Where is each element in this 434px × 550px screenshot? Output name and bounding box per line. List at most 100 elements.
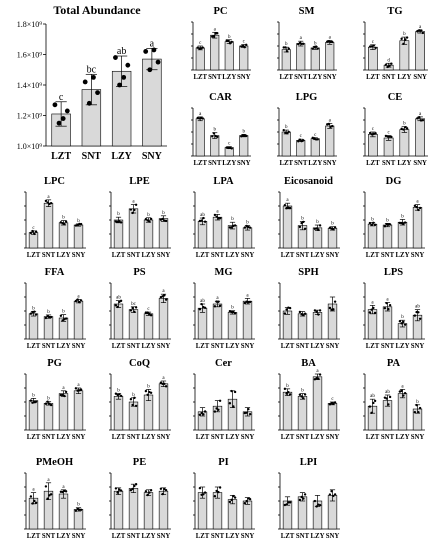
pc-data-point (216, 31, 219, 35)
chart-panel-lpa: LPA ab LZT a SNT b LZY b SNY (193, 176, 255, 259)
dg-data-point (368, 221, 372, 225)
pa-data-point (403, 391, 407, 395)
lpe-data-point (134, 203, 138, 206)
ffa-title: FFA (45, 267, 65, 278)
tg-data-point (421, 31, 425, 35)
sm-significance-letter: b (285, 42, 288, 47)
total-abundance-data-point (64, 108, 70, 114)
lpg-category-label: SNY (323, 160, 337, 167)
lpg-data-point (282, 128, 285, 132)
ce-category-label: LZT (366, 160, 380, 167)
lpe-title: LPE (129, 176, 149, 187)
chart-panel-lpc: LPC c LZT a SNT b LZY b SNY (24, 176, 86, 259)
ba-significance-letter: b (286, 384, 289, 389)
lpc-bar-lzt (28, 232, 39, 249)
lpc-data-point (46, 201, 49, 204)
pa-data-point (400, 389, 403, 393)
ba-category-label: SNY (326, 434, 340, 441)
lpg-category-label: SNT (294, 160, 308, 167)
mg-data-point (232, 310, 235, 314)
pg-title: PG (47, 358, 62, 369)
pmeoh-data-point (31, 502, 34, 505)
lpe-data-point (133, 208, 136, 212)
lpg-bar-sny (325, 125, 335, 157)
sm-category-label: SNT (294, 74, 308, 81)
pg-data-point (44, 402, 48, 405)
pg-data-point (46, 400, 49, 403)
car-significance-letter: b (214, 128, 217, 133)
chart-panel-pa: PA ab LZT ab SNT a LZY b SNY (363, 358, 425, 441)
lpi-data-point (300, 495, 303, 499)
pe-category-label: LZY (142, 533, 156, 540)
lpg-significance-letter: c (314, 133, 317, 138)
pi-data-point (232, 494, 235, 498)
mg-bar-sny (242, 300, 253, 340)
tg-bar-sny (415, 31, 425, 71)
lpe-bar-lzy (143, 219, 154, 249)
ffa-category-label: LZT (27, 343, 41, 350)
mg-bar-lzt (197, 307, 208, 340)
lpc-data-point (34, 230, 38, 233)
coq-data-point (129, 398, 133, 401)
lps-data-point (398, 320, 402, 323)
pmeoh-bar-lzy (58, 493, 69, 530)
eicosanoid-category-label: SNY (326, 252, 340, 259)
pg-data-point (74, 387, 78, 390)
tg-data-point (402, 42, 405, 46)
sph-data-point (303, 312, 307, 315)
ffa-bar-lzt (28, 313, 39, 340)
pmeoh-category-label: SNT (42, 533, 56, 540)
lpe-category-label: SNT (127, 252, 141, 259)
lpi-category-label: SNT (296, 533, 310, 540)
cer-data-point (233, 390, 237, 394)
chart-panel-ce: CE c LZT c SNT b LZY a SNY (363, 92, 428, 167)
pi-data-point (202, 493, 205, 496)
lpe-data-point (164, 219, 168, 223)
pg-significance-letter: a (77, 383, 80, 388)
ba-data-point (318, 373, 322, 376)
ce-category-label: LZY (397, 160, 411, 167)
sm-significance-letter: b (314, 41, 317, 46)
dg-bar-lzt (367, 223, 378, 249)
pc-data-point (227, 39, 230, 42)
total-abundance-category-label: LZY (111, 151, 132, 162)
lpa-significance-letter: ab (200, 213, 205, 218)
pe-data-point (163, 487, 166, 491)
ffa-data-point (79, 299, 83, 302)
tg-category-label: LZY (397, 74, 411, 81)
total-abundance-significance-letter: a (150, 38, 155, 49)
pe-bar-sny (158, 490, 169, 530)
lpa-data-point (243, 226, 247, 229)
ps-data-point (163, 294, 166, 297)
car-bar-lzt (195, 118, 205, 157)
coq-data-point (119, 394, 123, 398)
lpa-significance-letter: a (216, 209, 219, 214)
lpc-category-label: LZY (57, 252, 71, 259)
total-abundance-significance-letter: bc (87, 64, 97, 75)
sph-bar-lzt (282, 310, 293, 340)
sm-data-point (287, 47, 290, 50)
lpc-data-point (44, 199, 48, 203)
sph-data-point (288, 306, 292, 310)
lps-data-point (417, 311, 420, 314)
cer-data-point (198, 413, 202, 416)
pe-data-point (148, 491, 151, 494)
coq-title: CoQ (129, 358, 150, 369)
car-data-point (216, 135, 219, 139)
sph-data-point (302, 314, 305, 317)
ffa-data-point (78, 300, 81, 304)
pe-data-point (118, 488, 121, 491)
tg-significance-letter: b (403, 32, 406, 37)
pc-data-point (201, 46, 204, 49)
total-abundance-data-point (121, 74, 127, 80)
ba-data-point (302, 397, 305, 400)
sm-bar-sny (325, 42, 335, 71)
eicosanoid-significance-letter: a (286, 198, 289, 203)
car-data-point (212, 132, 216, 135)
ps-bar-lzy (143, 313, 154, 340)
ba-data-point (285, 392, 288, 395)
ba-data-point (287, 390, 290, 394)
ps-data-point (146, 311, 149, 314)
coq-category-label: SNY (157, 434, 171, 441)
